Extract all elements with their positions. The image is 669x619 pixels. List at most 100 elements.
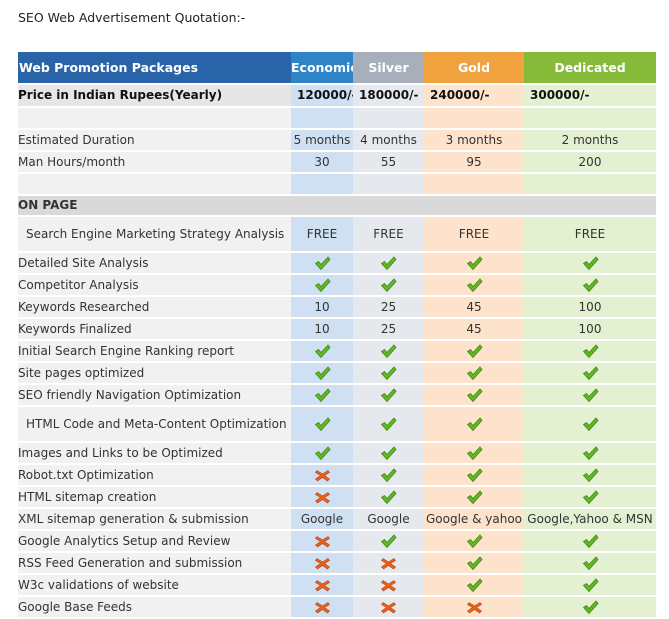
feature-label: Google Analytics Setup and Review — [18, 531, 291, 551]
price-silver: 180000/- — [353, 85, 424, 106]
cross-icon — [381, 557, 396, 569]
dedicated-cell — [524, 575, 656, 595]
table-row: RSS Feed Generation and submission — [18, 553, 656, 573]
table-row: Detailed Site Analysis — [18, 253, 656, 273]
economic-cell — [291, 597, 353, 617]
hours-label: Man Hours/month — [18, 152, 291, 172]
price-label: Price in Indian Rupees(Yearly) — [18, 85, 291, 106]
spacer-cell — [353, 108, 424, 128]
silver-cell — [353, 407, 424, 441]
spacer-cell — [291, 108, 353, 128]
table-row: Keywords Finalized 10 25 45 100 — [18, 319, 656, 339]
pricing-table-body: Web Promotion Packages Economic Silver G… — [18, 52, 656, 617]
feature-label: Competitor Analysis — [18, 275, 291, 295]
economic-cell — [291, 575, 353, 595]
check-icon — [582, 365, 599, 380]
check-icon — [582, 277, 599, 292]
gold-cell — [424, 363, 524, 383]
table-row: Robot.txt Optimization — [18, 465, 656, 485]
hours-gold: 95 — [424, 152, 524, 172]
duration-gold: 3 months — [424, 130, 524, 150]
feature-label: W3c validations of website — [18, 575, 291, 595]
gold-cell — [424, 341, 524, 361]
gold-cell — [424, 487, 524, 507]
gold-cell — [424, 465, 524, 485]
header-dedicated: Dedicated — [524, 52, 656, 83]
silver-cell — [353, 487, 424, 507]
check-icon — [314, 416, 331, 431]
silver-cell — [353, 597, 424, 617]
cross-icon — [314, 557, 330, 569]
table-row: Images and Links to be Optimized — [18, 443, 656, 463]
check-icon — [380, 343, 397, 358]
feature-label: Keywords Finalized — [18, 319, 291, 339]
check-icon — [314, 445, 331, 460]
check-icon — [380, 387, 397, 402]
economic-value: 10 — [291, 297, 353, 317]
silver-value: FREE — [353, 217, 424, 251]
dedicated-cell — [524, 487, 656, 507]
table-row: Site pages optimized — [18, 363, 656, 383]
feature-label: Site pages optimized — [18, 363, 291, 383]
economic-cell — [291, 465, 353, 485]
feature-label: Search Engine Marketing Strategy Analysi… — [18, 217, 291, 251]
dedicated-cell — [524, 407, 656, 441]
table-row: W3c validations of website — [18, 575, 656, 595]
table-row: Search Engine Marketing Strategy Analysi… — [18, 217, 656, 251]
check-icon — [466, 387, 483, 402]
spacer-cell — [424, 174, 524, 194]
dedicated-cell — [524, 531, 656, 551]
feature-label: Detailed Site Analysis — [18, 253, 291, 273]
spacer-row — [18, 108, 656, 128]
table-row: Keywords Researched 10 25 45 100 — [18, 297, 656, 317]
gold-cell — [424, 531, 524, 551]
check-icon — [466, 445, 483, 460]
economic-value: Google — [291, 509, 353, 529]
gold-value: 45 — [424, 319, 524, 339]
check-icon — [466, 255, 483, 270]
economic-cell — [291, 531, 353, 551]
economic-cell — [291, 487, 353, 507]
check-icon — [582, 599, 599, 614]
economic-cell — [291, 253, 353, 273]
check-icon — [466, 577, 483, 592]
spacer-cell — [424, 108, 524, 128]
check-icon — [466, 555, 483, 570]
check-icon — [466, 489, 483, 504]
table-row: Google Analytics Setup and Review — [18, 531, 656, 551]
table-row: Competitor Analysis — [18, 275, 656, 295]
check-icon — [380, 489, 397, 504]
header-row: Web Promotion Packages Economic Silver G… — [18, 52, 656, 83]
cross-icon — [314, 491, 330, 503]
check-icon — [582, 445, 599, 460]
dedicated-cell — [524, 363, 656, 383]
cross-icon — [466, 601, 482, 613]
header-packages: Web Promotion Packages — [18, 52, 291, 83]
feature-label: SEO friendly Navigation Optimization — [18, 385, 291, 405]
hours-dedicated: 200 — [524, 152, 656, 172]
dedicated-cell — [524, 385, 656, 405]
check-icon — [380, 533, 397, 548]
feature-label: HTML Code and Meta-Content Optimization — [18, 407, 291, 441]
silver-cell — [353, 275, 424, 295]
gold-cell — [424, 407, 524, 441]
section-row: ON PAGE — [18, 196, 656, 215]
silver-cell — [353, 443, 424, 463]
spacer-cell — [524, 108, 656, 128]
feature-label: RSS Feed Generation and submission — [18, 553, 291, 573]
dedicated-value: Google,Yahoo & MSN — [524, 509, 656, 529]
cross-icon — [314, 579, 330, 591]
check-icon — [380, 416, 397, 431]
dedicated-cell — [524, 275, 656, 295]
table-row: XML sitemap generation & submission Googl… — [18, 509, 656, 529]
check-icon — [582, 416, 599, 431]
duration-dedicated: 2 months — [524, 130, 656, 150]
gold-cell — [424, 275, 524, 295]
silver-value: Google — [353, 509, 424, 529]
economic-value: FREE — [291, 217, 353, 251]
check-icon — [466, 277, 483, 292]
table-row: HTML Code and Meta-Content Optimization — [18, 407, 656, 441]
check-icon — [582, 577, 599, 592]
table-row: HTML sitemap creation — [18, 487, 656, 507]
feature-label: Robot.txt Optimization — [18, 465, 291, 485]
